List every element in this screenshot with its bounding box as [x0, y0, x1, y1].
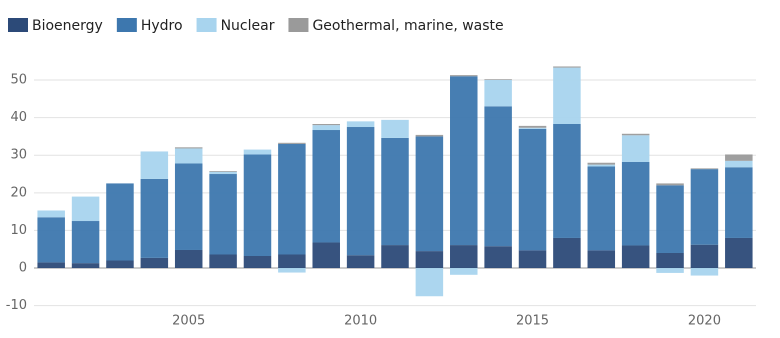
bar-segment — [587, 162, 616, 165]
bar-segment — [37, 210, 65, 218]
bar-segment — [725, 237, 753, 269]
bar-segment — [725, 167, 753, 238]
y-tick-label: 0 — [19, 261, 27, 276]
bar-segment — [587, 166, 616, 251]
bar-segment — [174, 148, 203, 164]
bar-segment — [106, 260, 134, 269]
bar-segment — [690, 169, 719, 245]
bar-segment — [174, 147, 203, 149]
bar-segment — [37, 262, 65, 269]
bar-segment — [278, 268, 306, 273]
bar-segment — [140, 151, 169, 179]
bar-segment — [37, 217, 65, 263]
x-tick-label: 2015 — [516, 314, 549, 329]
bar-segment — [243, 154, 272, 256]
bar-segment — [106, 183, 134, 261]
bar-segment — [140, 178, 169, 258]
bar-segment — [690, 244, 719, 269]
legend-label: Hydro — [141, 18, 183, 34]
bar-segment — [690, 168, 719, 170]
bar-segment — [415, 251, 444, 269]
bar-segment — [312, 242, 340, 269]
bar-segment — [553, 124, 581, 238]
legend-label: Nuclear — [221, 18, 275, 34]
y-tick-label: 10 — [10, 223, 27, 238]
y-tick-label: 30 — [10, 148, 27, 163]
legend-swatch — [8, 18, 28, 32]
bar-segment — [209, 174, 237, 255]
bar-segment — [312, 124, 340, 126]
bar-segment — [450, 76, 478, 246]
bar-segment — [518, 125, 547, 128]
x-tick-label: 2010 — [344, 314, 377, 329]
bar-segment — [656, 185, 684, 253]
bar-segment — [518, 250, 547, 269]
bar-segment — [587, 250, 616, 269]
bar-segment — [312, 130, 340, 243]
bar-segment — [553, 237, 581, 269]
bar-segment — [174, 249, 203, 269]
y-tick-label: -10 — [6, 298, 27, 313]
bar-segment — [621, 245, 650, 269]
bar-segment — [278, 143, 306, 255]
bar-segment — [71, 263, 100, 269]
bar-segment — [415, 136, 444, 252]
bar-segment — [450, 245, 478, 269]
legend-swatch — [196, 18, 217, 32]
bar-segment — [243, 149, 272, 155]
bar-segment — [725, 160, 753, 168]
bar-segment — [484, 246, 512, 269]
bar-segment — [621, 161, 650, 246]
bar-segment — [656, 252, 684, 269]
bar-segment — [621, 133, 650, 136]
bar-segment — [381, 245, 409, 269]
bar-segment — [174, 163, 203, 250]
bar-segment — [278, 142, 306, 144]
bar-segment — [656, 183, 684, 186]
legend-swatch — [116, 18, 137, 32]
bar-segment — [656, 268, 684, 273]
bar-segment — [587, 164, 616, 167]
legend-label: Bioenergy — [32, 18, 103, 34]
bar-segment — [484, 80, 512, 107]
bar-segment — [381, 119, 409, 138]
bar-segment — [518, 127, 547, 129]
bar-segment — [209, 171, 237, 175]
bar-segment — [209, 254, 237, 269]
bar-segment — [725, 154, 753, 161]
bar-segment — [415, 134, 444, 137]
legend-swatch — [288, 18, 309, 32]
y-tick-label: 20 — [10, 185, 27, 200]
bar-segment — [209, 171, 237, 172]
bar-segment — [346, 255, 375, 269]
bar-segment — [346, 121, 375, 128]
legend-label: Geothermal, marine, waste — [312, 18, 503, 34]
bar-segment — [71, 196, 100, 222]
bar-segment — [484, 79, 512, 81]
bar-segment — [450, 75, 478, 77]
bar-segment — [484, 106, 512, 247]
bar-segment — [621, 135, 650, 162]
y-tick-label: 50 — [10, 73, 27, 88]
bar-segment — [346, 127, 375, 256]
x-tick-label: 2020 — [688, 314, 721, 329]
bar-segment — [450, 268, 478, 275]
bar-segment — [553, 66, 581, 68]
bar-segment — [71, 221, 100, 264]
bar-segment — [243, 255, 272, 269]
y-tick-label: 40 — [10, 110, 27, 125]
bar-segment — [690, 268, 719, 276]
x-tick-label: 2005 — [172, 314, 205, 329]
bar-segment — [518, 128, 547, 251]
bar-segment — [381, 137, 409, 246]
bar-segment — [553, 67, 581, 125]
bar-segment — [312, 125, 340, 131]
bar-segment — [278, 254, 306, 269]
bar-segment — [140, 257, 169, 269]
bar-segment — [415, 268, 444, 297]
